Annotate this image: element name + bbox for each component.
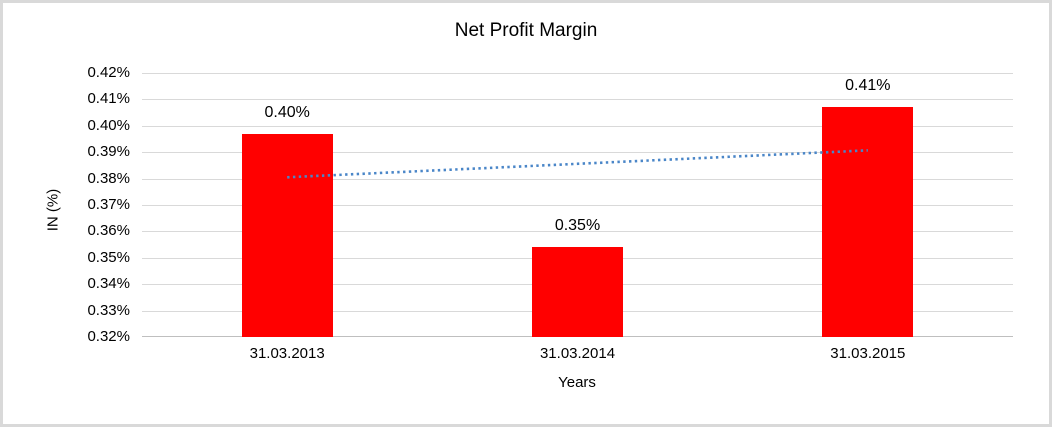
y-tick-label: 0.34% — [87, 275, 130, 293]
chart-title: Net Profit Margin — [454, 20, 598, 41]
plot-area: 0.40% 0.35% 0.41% — [142, 73, 1013, 337]
gridline — [142, 178, 1013, 180]
y-tick-label: 0.37% — [87, 196, 130, 213]
gridline — [142, 99, 1013, 101]
gridline — [142, 125, 1013, 127]
bar — [822, 107, 914, 337]
x-axis-title: Years — [558, 374, 596, 391]
y-tick-label: 0.40% — [87, 116, 130, 134]
bar — [532, 247, 623, 337]
gridline — [142, 231, 1013, 233]
y-tick-label: 0.42% — [87, 64, 130, 81]
y-tick-label: 0.32% — [87, 328, 130, 345]
x-tick-label: 31.03.2014 — [539, 345, 616, 362]
y-tick-label: 0.35% — [87, 248, 130, 266]
x-tick-label: 31.03.2013 — [249, 345, 325, 362]
trendline — [287, 149, 868, 179]
y-tick-label: 0.39% — [87, 143, 130, 161]
x-tick-label: 31.03.2015 — [830, 345, 906, 362]
bar-value-label: 0.40% — [264, 103, 310, 121]
y-tick-label: 0.36% — [87, 222, 130, 240]
y-tick-label: 0.41% — [87, 90, 130, 108]
gridline — [142, 205, 1013, 206]
y-tick-label: 0.38% — [87, 169, 130, 187]
gridline — [142, 152, 1013, 154]
bar-value-label: 0.41% — [845, 77, 891, 95]
y-tick-label: 0.33% — [87, 301, 130, 319]
gridline — [142, 73, 1013, 74]
bar-value-label: 0.35% — [554, 217, 601, 235]
bar — [241, 133, 333, 337]
